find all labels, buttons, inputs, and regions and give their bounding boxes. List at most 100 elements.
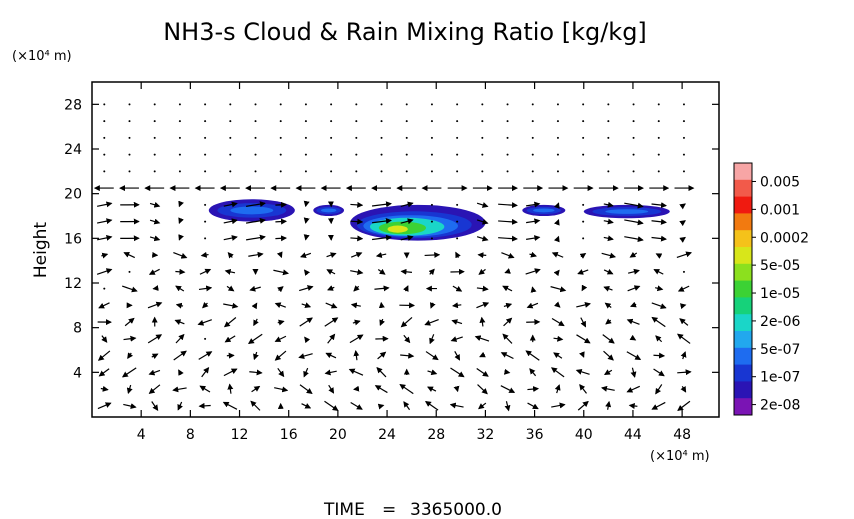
x-axis: 4 8 12 16 20 24 28 32 36 40 44 48 <box>137 82 691 443</box>
wind-vector <box>526 201 541 208</box>
wind-vector <box>199 268 212 275</box>
wind-vector <box>400 218 414 225</box>
y-tick-label: 16 <box>64 231 82 247</box>
wind-vector <box>304 336 311 344</box>
wind-vector <box>503 368 511 375</box>
wind-vector <box>198 351 213 360</box>
wind-vector <box>175 302 184 309</box>
wind-vector <box>153 120 156 123</box>
time-label: TIME <box>323 500 365 519</box>
wind-vector <box>551 252 564 258</box>
y-tick-label: 20 <box>64 187 82 203</box>
wind-vector <box>506 103 509 106</box>
wind-vector <box>279 103 282 106</box>
wind-vector <box>430 170 433 173</box>
wind-vector <box>550 367 565 378</box>
x-tick-label: 40 <box>575 427 593 443</box>
wind-vector <box>223 368 238 377</box>
wind-vector <box>503 317 513 327</box>
wind-vector <box>128 136 131 139</box>
wind-vector <box>123 335 137 342</box>
wind-vector <box>299 285 314 292</box>
wind-vector <box>430 220 433 223</box>
wind-vector <box>177 401 183 411</box>
wind-vector <box>377 268 386 275</box>
wind-vector <box>173 252 188 259</box>
wind-vector <box>525 268 541 275</box>
wind-vector <box>456 153 459 156</box>
wind-vector <box>456 120 459 123</box>
wind-vector <box>201 366 210 378</box>
wind-vector <box>275 201 288 208</box>
colorbar: 0.005 0.001 0.0002 5e-05 1e-05 2e-06 5e-07 1e-0… <box>733 162 809 416</box>
wind-vector <box>123 252 135 259</box>
wind-vector <box>148 268 160 275</box>
wind-vector <box>682 270 685 273</box>
wind-vector <box>430 103 433 106</box>
wind-vector <box>254 120 257 123</box>
colorbar-label: 1e-07 <box>760 370 800 386</box>
y-tick-label: 4 <box>73 365 82 381</box>
wind-vector <box>679 203 686 210</box>
wind-vector <box>626 385 641 393</box>
wind-vector <box>632 153 635 156</box>
wind-vector <box>677 400 691 411</box>
wind-vector <box>103 153 106 156</box>
wind-vector <box>655 253 663 259</box>
colorbar-swatch <box>734 364 752 382</box>
colorbar-swatch <box>734 398 752 416</box>
wind-vector <box>582 203 585 206</box>
wind-vector <box>525 350 540 361</box>
wind-vector <box>527 402 539 410</box>
x-tick-label: 24 <box>378 427 396 443</box>
wind-vector <box>529 251 537 258</box>
wind-vector <box>279 136 282 139</box>
wind-vector <box>226 285 235 292</box>
wind-vector <box>277 286 284 293</box>
wind-vector <box>124 317 135 327</box>
wind-vector <box>628 402 638 409</box>
wind-vector <box>506 153 509 156</box>
wind-vector <box>153 170 156 173</box>
wind-vector <box>276 251 283 259</box>
wind-vector <box>575 368 590 375</box>
wind-vector <box>204 237 207 240</box>
wind-vector <box>607 120 610 123</box>
wind-vector <box>605 400 612 410</box>
x-tick-label: 28 <box>427 427 445 443</box>
wind-vector <box>378 301 385 309</box>
wind-vector <box>303 217 310 224</box>
wind-vector <box>126 384 133 395</box>
wind-vector <box>301 302 312 308</box>
wind-vector <box>229 136 232 139</box>
wind-vector <box>424 251 441 258</box>
wind-vector <box>97 218 113 225</box>
wind-vector <box>554 235 560 243</box>
wind-vector <box>680 385 687 393</box>
y-axis: 4 8 12 16 20 24 28 <box>64 97 719 381</box>
wind-vector <box>348 368 364 376</box>
wind-vector <box>175 268 186 275</box>
time-value: 3365000.0 <box>410 500 502 519</box>
wind-vector <box>251 302 258 310</box>
wind-vector <box>372 234 392 241</box>
wind-vector <box>576 334 591 344</box>
wind-vector <box>178 103 181 106</box>
wind-vector <box>379 318 385 327</box>
wind-vector <box>178 136 181 139</box>
wind-vector <box>579 384 587 394</box>
wind-vector <box>223 317 237 328</box>
wind-vector <box>248 251 264 258</box>
wind-vector <box>531 120 534 123</box>
wind-vector <box>579 351 585 358</box>
wind-vector <box>498 235 518 242</box>
wind-vector <box>682 170 685 173</box>
wind-vector <box>478 268 486 275</box>
wind-vector <box>476 218 489 225</box>
cloud-contour <box>320 208 337 213</box>
colorbar-swatch <box>734 263 752 282</box>
wind-vector <box>324 317 339 327</box>
wind-vector <box>380 136 383 139</box>
wind-vector <box>653 352 666 359</box>
wind-vector <box>350 201 364 208</box>
